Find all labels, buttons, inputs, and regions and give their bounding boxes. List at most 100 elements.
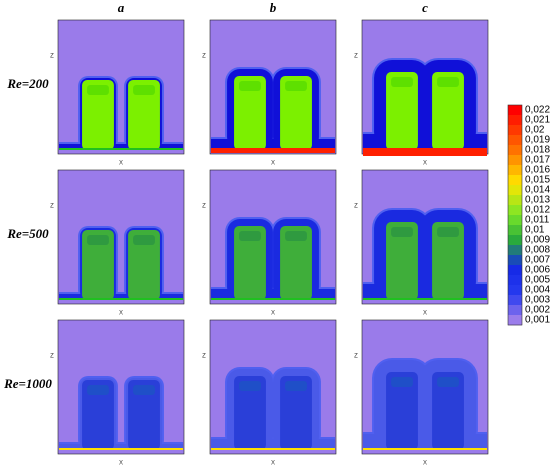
colorbar-label: 0,019 bbox=[525, 135, 550, 146]
contour-band bbox=[59, 144, 183, 150]
colorbar-frame bbox=[507, 104, 523, 326]
contour-core bbox=[280, 226, 312, 300]
contour-core bbox=[133, 385, 155, 395]
colorbar-band bbox=[508, 225, 522, 236]
colorbar-band bbox=[508, 115, 522, 126]
contour-band bbox=[211, 289, 335, 300]
panel-background bbox=[57, 169, 185, 305]
colorbar-band bbox=[508, 145, 522, 156]
contour-core bbox=[285, 231, 307, 241]
colorbar-label: 0,009 bbox=[525, 235, 550, 246]
contour-core bbox=[133, 85, 155, 95]
colorbar-band bbox=[508, 215, 522, 226]
colorbar-band bbox=[508, 155, 522, 166]
column-label: c bbox=[422, 0, 428, 15]
colorbar-label: 0,018 bbox=[525, 145, 550, 156]
colorbar-band bbox=[508, 195, 522, 206]
contour-panel: XZ bbox=[354, 19, 489, 167]
x-axis-label: X bbox=[119, 311, 123, 317]
contour-floor bbox=[363, 148, 487, 156]
colorbar-label: 0,011 bbox=[525, 215, 550, 226]
colorbar-band bbox=[508, 285, 522, 296]
contour-core bbox=[386, 372, 418, 450]
contour-panel: XZ bbox=[202, 19, 337, 167]
colorbar-label: 0,016 bbox=[525, 165, 550, 176]
z-axis-label: Z bbox=[354, 354, 358, 360]
colorbar-label: 0,008 bbox=[525, 245, 550, 256]
x-axis-label: X bbox=[423, 161, 427, 167]
colorbar-band bbox=[508, 275, 522, 286]
colorbar-band bbox=[508, 245, 522, 256]
contour-core bbox=[128, 80, 160, 150]
colorbar-band bbox=[508, 205, 522, 216]
colorbar-band bbox=[508, 185, 522, 196]
row-label: Re=200 bbox=[6, 76, 49, 91]
contour-core bbox=[128, 380, 160, 450]
colorbar-band bbox=[508, 105, 522, 116]
colorbar-band bbox=[508, 305, 522, 316]
panel-background bbox=[57, 19, 185, 155]
contour-core bbox=[239, 231, 261, 241]
colorbar-label: 0,001 bbox=[525, 315, 550, 326]
z-axis-label: Z bbox=[50, 204, 54, 210]
contour-core bbox=[87, 385, 109, 395]
row-label: Re=1000 bbox=[3, 376, 52, 391]
z-axis-label: Z bbox=[202, 354, 206, 360]
contour-core bbox=[386, 72, 418, 150]
contour-core bbox=[386, 222, 418, 300]
contour-core bbox=[234, 376, 266, 450]
contour-core bbox=[280, 76, 312, 150]
colorbar-band bbox=[508, 165, 522, 176]
colorbar-label: 0,015 bbox=[525, 175, 550, 186]
z-axis-label: Z bbox=[202, 54, 206, 60]
x-axis-label: X bbox=[119, 461, 123, 466]
column-label: b bbox=[270, 0, 277, 15]
colorbar-band bbox=[508, 125, 522, 136]
colorbar-label: 0,005 bbox=[525, 275, 550, 286]
x-axis-label: X bbox=[271, 161, 275, 167]
contour-core bbox=[87, 235, 109, 245]
x-axis-label: X bbox=[271, 461, 275, 466]
contour-band bbox=[59, 444, 183, 450]
row-label: Re=500 bbox=[6, 226, 49, 241]
contour-floor bbox=[211, 298, 335, 300]
contour-core bbox=[280, 376, 312, 450]
colorbar-label: 0,021 bbox=[525, 115, 550, 126]
contour-core bbox=[432, 372, 464, 450]
colorbar-label: 0,013 bbox=[525, 195, 550, 206]
contour-floor bbox=[363, 298, 487, 300]
contour-core bbox=[391, 227, 413, 237]
contour-core bbox=[437, 77, 459, 87]
contour-core bbox=[432, 222, 464, 300]
colorbar-band bbox=[508, 315, 522, 326]
contour-floor bbox=[59, 448, 183, 450]
contour-floor bbox=[211, 448, 335, 450]
colorbar-band bbox=[508, 295, 522, 306]
colorbar-label: 0,014 bbox=[525, 185, 550, 196]
contour-band bbox=[211, 139, 335, 150]
colorbar-label: 0,004 bbox=[525, 285, 550, 296]
contour-panel: XZ bbox=[50, 319, 185, 466]
contour-core bbox=[133, 235, 155, 245]
contour-panel: XZ bbox=[50, 19, 185, 167]
z-axis-label: Z bbox=[50, 354, 54, 360]
colorbar-label: 0,02 bbox=[525, 125, 545, 136]
contour-core bbox=[234, 76, 266, 150]
z-axis-label: Z bbox=[354, 54, 358, 60]
z-axis-label: Z bbox=[202, 204, 206, 210]
colorbar-label: 0,022 bbox=[525, 105, 550, 116]
contour-core bbox=[239, 81, 261, 91]
contour-band bbox=[59, 294, 183, 300]
colorbar-label: 0,017 bbox=[525, 155, 550, 166]
contour-core bbox=[87, 85, 109, 95]
contour-core bbox=[437, 377, 459, 387]
contour-floor bbox=[59, 298, 183, 300]
contour-core bbox=[285, 81, 307, 91]
contour-core bbox=[391, 77, 413, 87]
contour-band bbox=[211, 439, 335, 450]
contour-panel: XZ bbox=[202, 319, 337, 466]
colorbar-label: 0,007 bbox=[525, 255, 550, 266]
colorbar-label: 0,012 bbox=[525, 205, 550, 216]
contour-core bbox=[82, 380, 114, 450]
